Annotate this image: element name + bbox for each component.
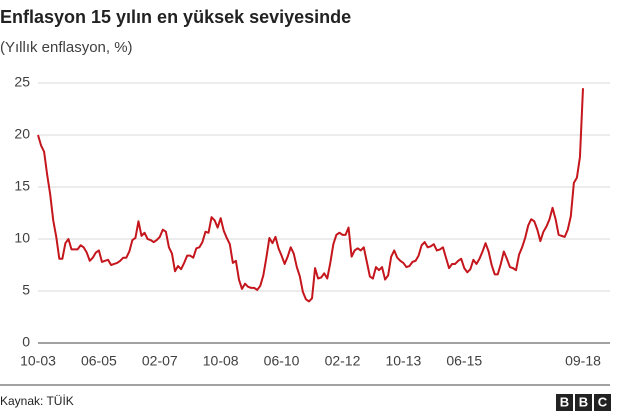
x-tick-label: 06-05 — [81, 353, 117, 369]
x-tick-label: 10-13 — [385, 353, 421, 369]
logo-box — [594, 394, 611, 411]
logo-letter: B — [579, 394, 588, 409]
y-tick-label: 0 — [22, 334, 30, 350]
x-tick-label: 02-12 — [325, 353, 361, 369]
chart-subtitle: (Yıllık enflasyon, %) — [0, 39, 133, 56]
y-tick-label: 25 — [14, 74, 30, 90]
x-tick-label: 02-07 — [142, 353, 178, 369]
x-tick-label: 10-08 — [203, 353, 239, 369]
x-tick-label: 09-18 — [565, 353, 601, 369]
logo-box — [556, 394, 573, 411]
logo-box — [575, 394, 592, 411]
source: Kaynak: TÜİK — [0, 394, 74, 408]
line — [37, 88, 584, 303]
x-tick-label: 06-15 — [446, 353, 482, 369]
logo-letter: C — [598, 394, 608, 409]
y-tick-label: 15 — [14, 178, 30, 194]
y-tick-label: 20 — [14, 126, 30, 142]
chart-title: Enflasyon 15 yılın en yüksek seviyesinde — [0, 7, 351, 27]
logo-letter: B — [560, 394, 569, 409]
y-tick-label: 5 — [22, 282, 30, 298]
x-tick-label: 10-03 — [20, 353, 56, 369]
y-tick-label: 10 — [14, 230, 30, 246]
x-tick-label: 06-10 — [264, 353, 300, 369]
